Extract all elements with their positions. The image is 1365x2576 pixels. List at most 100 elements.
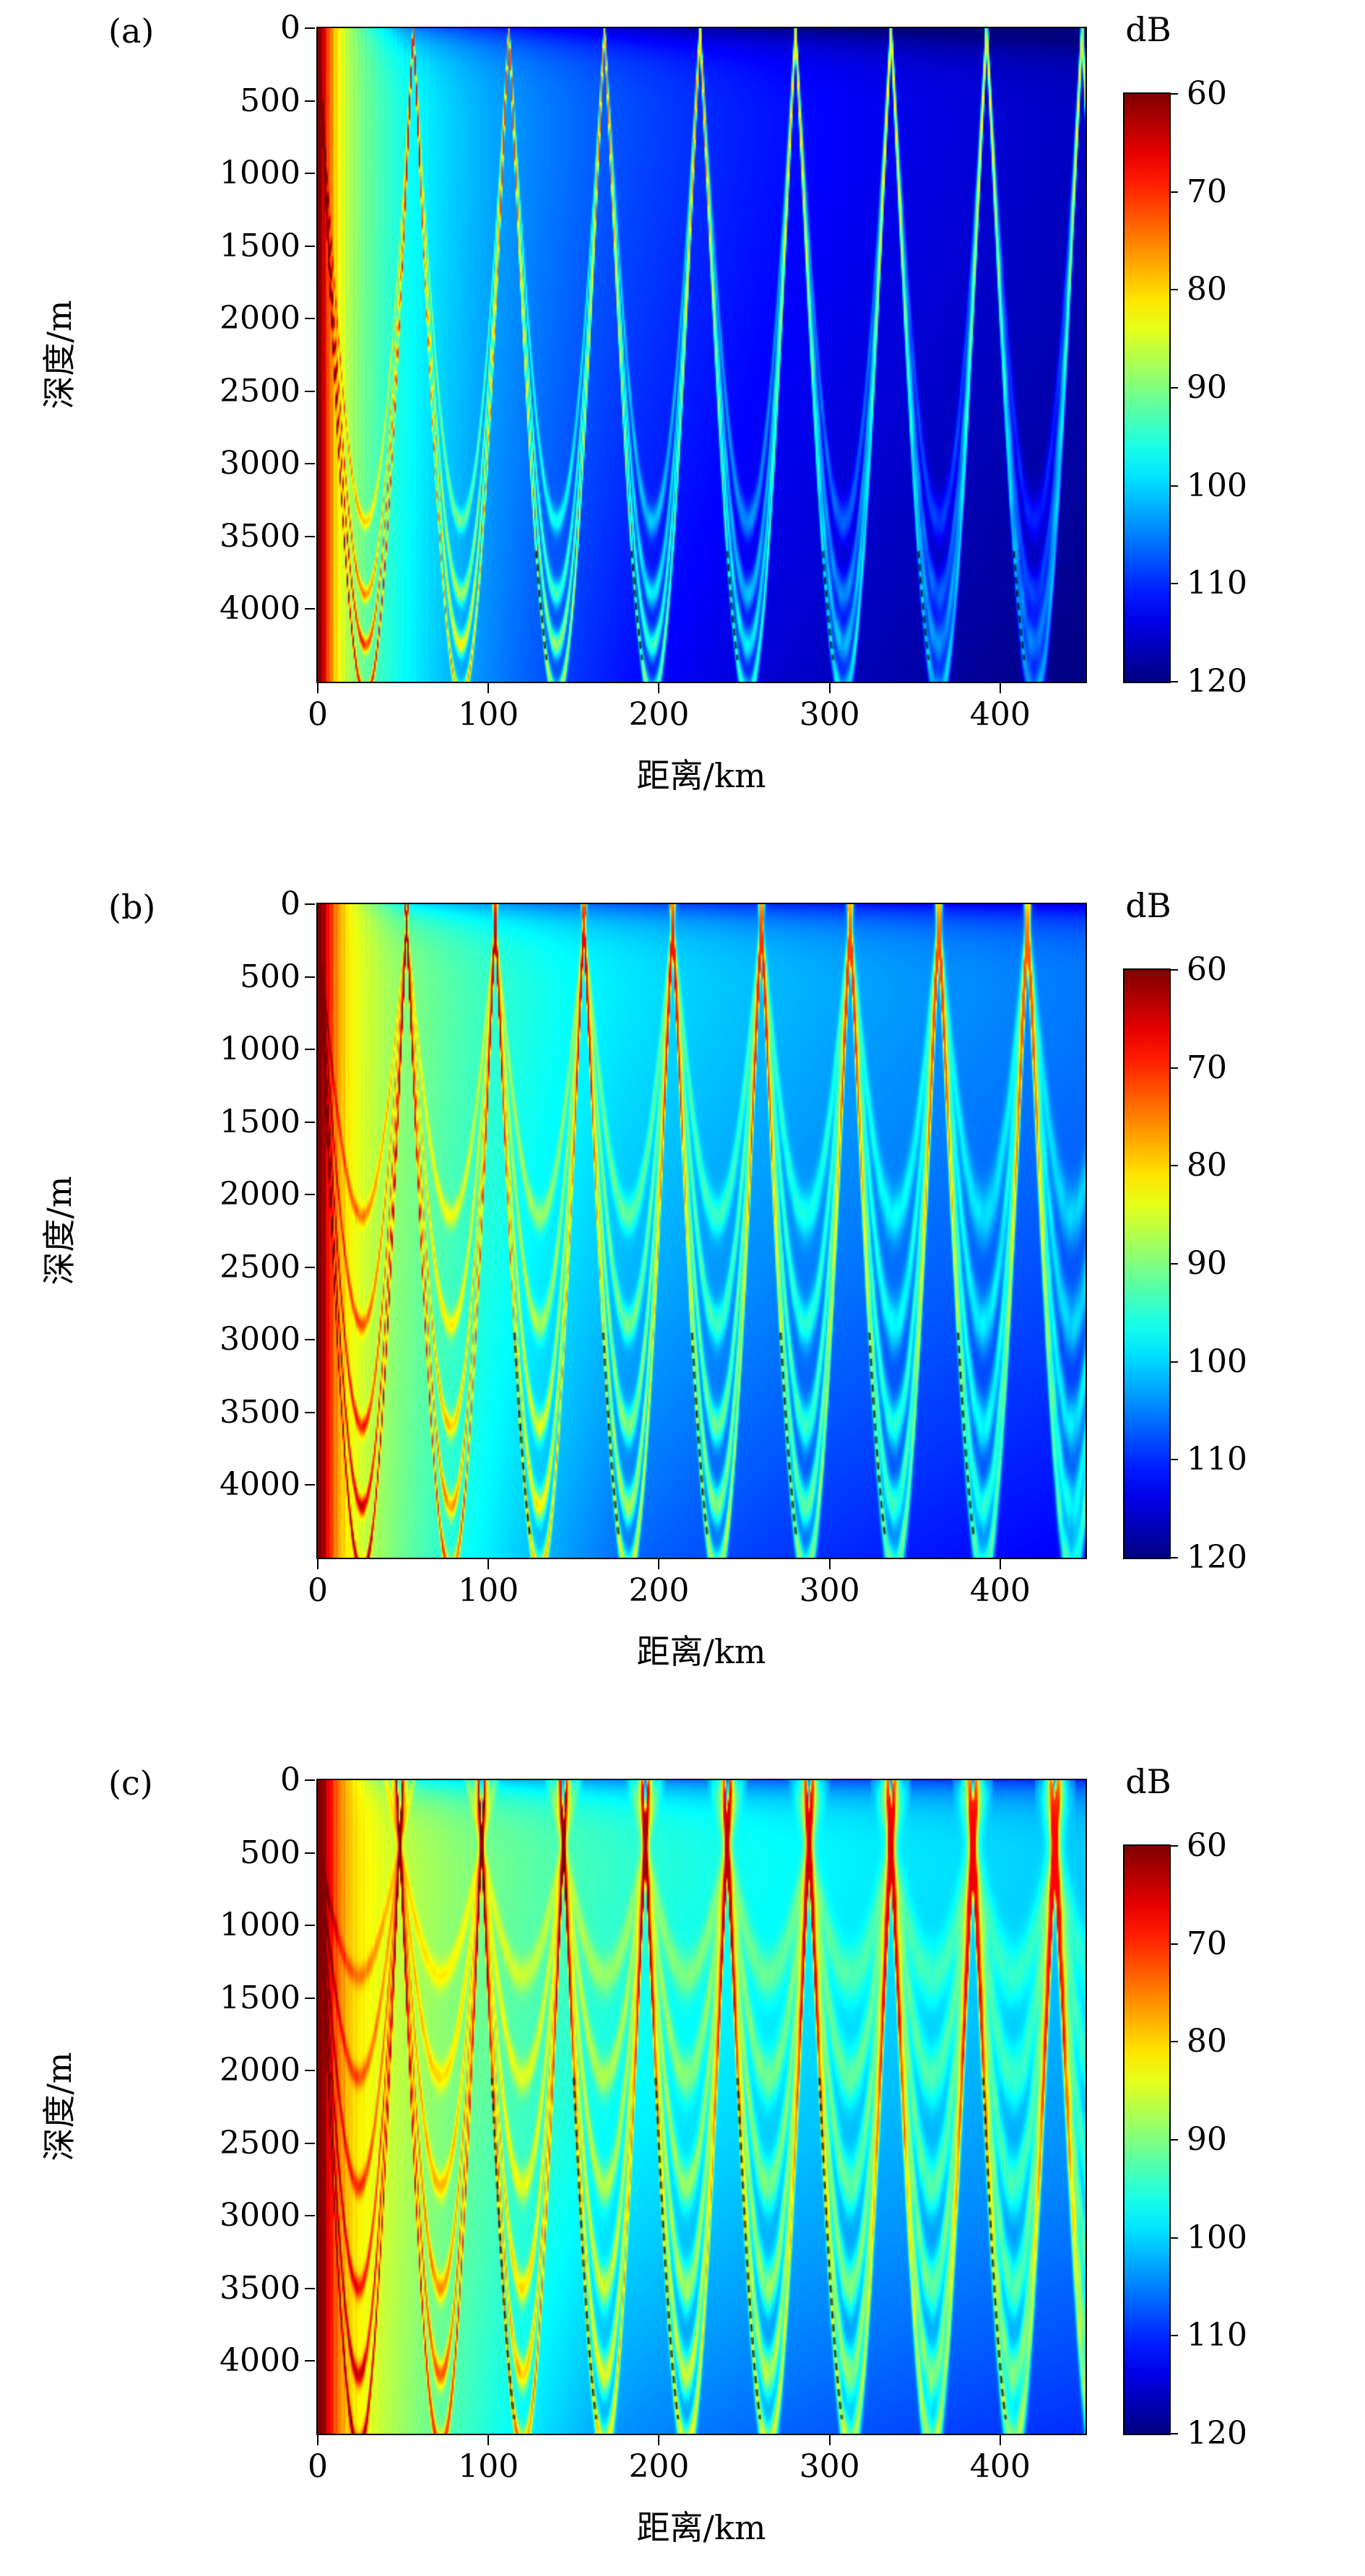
y-tick-mark (305, 463, 315, 465)
colorbar-tick-mark (1169, 1943, 1178, 1945)
colorbar-tick-label: 70 (1187, 1925, 1227, 1962)
x-tick-mark (317, 683, 318, 693)
colorbar-tick-mark (1169, 1165, 1178, 1167)
y-tick-label: 3500 (220, 517, 300, 555)
x-tick-label: 100 (458, 696, 519, 733)
colorbar-tick-label: 100 (1187, 467, 1247, 504)
x-axis-title: 距离/km (636, 1632, 766, 1671)
x-axis-title: 距离/km (636, 2508, 766, 2547)
y-tick-label: 0 (280, 1761, 300, 1798)
x-tick-label: 400 (969, 1572, 1031, 1609)
y-tick-label: 2000 (220, 2052, 300, 2089)
colorbar-tick-label: 120 (1187, 1539, 1247, 1576)
y-tick-mark (305, 318, 315, 320)
x-tick-mark (999, 683, 1001, 693)
colorbar-tick-label: 80 (1187, 2023, 1227, 2060)
colorbar-tick-mark (1169, 2433, 1178, 2434)
colorbar-tick-label: 100 (1187, 1343, 1247, 1380)
x-tick-mark (488, 1559, 490, 1569)
x-tick-label: 200 (628, 696, 690, 733)
y-tick-mark (305, 1411, 315, 1413)
y-tick-mark (305, 1049, 315, 1051)
y-tick-mark (305, 1852, 315, 1854)
x-tick-label: 400 (969, 696, 1031, 733)
colorbar-tick-mark (1169, 2139, 1178, 2141)
heatmap-canvas (318, 1780, 1086, 2434)
colorbar-tick-label: 110 (1187, 565, 1247, 602)
x-tick-label: 0 (308, 696, 328, 733)
colorbar-tick-mark (1169, 1845, 1178, 1847)
y-tick-label: 1500 (220, 227, 300, 264)
x-tick-mark (488, 2435, 490, 2445)
colorbar-tick-label: 90 (1187, 2121, 1227, 2158)
colorbar-tick-mark (1169, 2041, 1178, 2043)
panel-b: (b) 深度/m 距离/km dB 0 100 200 300 400 0 500 1000 1… (0, 876, 1365, 1700)
y-tick-mark (305, 535, 315, 537)
colorbar-tick-label: 110 (1187, 1441, 1247, 1478)
y-tick-label: 2000 (220, 1176, 300, 1213)
y-tick-label: 1000 (220, 155, 300, 192)
y-tick-label: 3000 (220, 445, 300, 482)
colorbar-tick-label: 110 (1187, 2317, 1247, 2354)
y-tick-mark (305, 2215, 315, 2217)
colorbar-tick-label: 60 (1187, 75, 1227, 112)
heatmap-plot (316, 27, 1087, 683)
y-tick-mark (305, 2360, 315, 2362)
x-tick-mark (658, 2435, 660, 2445)
y-tick-label: 2000 (220, 300, 300, 337)
x-tick-label: 0 (308, 2448, 328, 2485)
colorbar-tick-mark (1169, 289, 1178, 291)
panel-label: (b) (108, 888, 156, 927)
y-tick-label: 500 (240, 82, 300, 119)
y-axis-title: 深度/m (40, 2052, 79, 2161)
y-tick-label: 3000 (220, 1321, 300, 1358)
y-tick-label: 1500 (220, 1979, 300, 2016)
x-tick-mark (828, 1559, 831, 1569)
colorbar-tick-mark (1169, 485, 1178, 487)
colorbar-tick-label: 120 (1187, 2415, 1247, 2452)
colorbar-tick-mark (1169, 1459, 1178, 1461)
x-tick-mark (658, 1559, 660, 1569)
colorbar-tick-mark (1169, 191, 1178, 193)
colorbar-title: dB (1125, 10, 1171, 49)
y-tick-mark (305, 1339, 315, 1341)
colorbar-tick-mark (1169, 387, 1178, 389)
x-tick-label: 300 (799, 696, 860, 733)
colorbar-tick-mark (1169, 1263, 1178, 1265)
y-tick-mark (305, 173, 315, 175)
x-tick-label: 100 (458, 2448, 519, 2485)
colorbar-tick-label: 90 (1187, 369, 1227, 406)
y-tick-label: 3500 (220, 1393, 300, 1431)
colorbar-title: dB (1125, 1762, 1171, 1801)
y-tick-label: 2500 (220, 1248, 300, 1285)
x-tick-mark (658, 683, 660, 693)
y-tick-label: 4000 (220, 590, 300, 628)
x-tick-label: 200 (628, 1572, 690, 1609)
y-tick-label: 0 (280, 9, 300, 46)
y-tick-label: 0 (280, 885, 300, 922)
panel-a: (a) 深度/m 距离/km dB 0 100 200 300 400 0 500 1000 1… (0, 0, 1365, 824)
colorbar-title: dB (1125, 886, 1171, 925)
panel-label: (c) (108, 1764, 153, 1803)
y-tick-label: 1000 (220, 1907, 300, 1944)
y-tick-mark (305, 27, 315, 29)
x-tick-label: 200 (628, 2448, 690, 2485)
heatmap-plot (316, 1779, 1087, 2435)
y-tick-label: 3500 (220, 2269, 300, 2307)
y-tick-label: 3000 (220, 2197, 300, 2234)
x-axis-title: 距离/km (636, 756, 766, 795)
colorbar-tick-mark (1169, 93, 1178, 95)
x-tick-label: 0 (308, 1572, 328, 1609)
x-tick-label: 300 (799, 2448, 860, 2485)
heatmap-plot (316, 903, 1087, 1559)
y-axis-title: 深度/m (40, 1176, 79, 1285)
colorbar (1123, 1844, 1171, 2435)
y-tick-mark (305, 1266, 315, 1268)
y-tick-label: 4000 (220, 2342, 300, 2380)
colorbar-tick-mark (1169, 2335, 1178, 2337)
y-tick-mark (305, 1484, 315, 1486)
x-tick-mark (488, 683, 490, 693)
heatmap-canvas (318, 28, 1086, 682)
x-tick-label: 100 (458, 1572, 519, 1609)
colorbar-tick-label: 60 (1187, 1827, 1227, 1864)
